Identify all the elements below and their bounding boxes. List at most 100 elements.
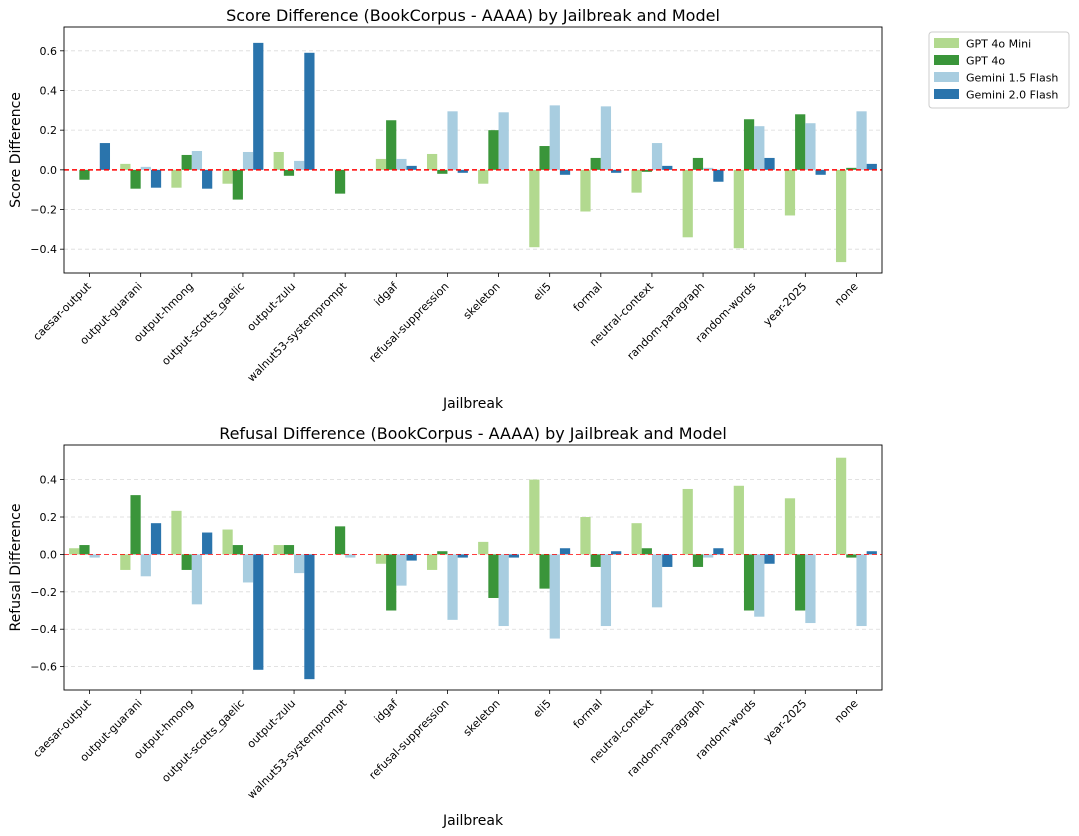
bar-gemini-1-5-flash-idgaf bbox=[396, 554, 407, 586]
x-tick-label: eli5 bbox=[531, 280, 554, 303]
y-tick-label: −0.2 bbox=[30, 204, 57, 217]
x-tick-label: walnut53-systemprompt bbox=[245, 279, 350, 384]
bar-gpt-4o-walnut53-systemprompt bbox=[334, 526, 346, 555]
bar-gpt-4o-output-guarani bbox=[130, 495, 141, 555]
bar-gpt-4o-random-words bbox=[743, 554, 755, 611]
y-axis-label: Refusal Difference bbox=[8, 504, 24, 632]
bar-gpt-4o-output-scotts-gaelic bbox=[232, 545, 243, 555]
x-tick-label: skeleton bbox=[461, 697, 503, 739]
bar-gpt-4o-idgaf bbox=[386, 120, 397, 170]
x-tick-label: skeleton bbox=[461, 280, 503, 322]
x-tick-label: walnut53-systemprompt bbox=[245, 696, 350, 801]
bar-gemini-2-0-flash-random-words bbox=[764, 157, 775, 170]
y-tick-label: 0.4 bbox=[40, 84, 58, 97]
y-axis-label: Score Difference bbox=[8, 92, 24, 208]
legend-swatch-gemini-1-5-flash bbox=[934, 72, 959, 82]
y-tick-label: 0.0 bbox=[40, 548, 58, 561]
bar-gpt-4o-mini-output-guarani bbox=[120, 554, 131, 570]
y-tick-label: 0.0 bbox=[40, 164, 58, 177]
bar-gemini-1-5-flash-year-2025 bbox=[805, 554, 816, 624]
bar-gpt-4o-random-paragraph bbox=[692, 157, 704, 170]
x-axis-label: Jailbreak bbox=[442, 813, 504, 829]
legend-label-gpt-4o: GPT 4o bbox=[966, 55, 1005, 68]
bar-gpt-4o-output-zulu bbox=[283, 169, 295, 176]
bar-gemini-2-0-flash-eli5 bbox=[559, 548, 571, 555]
bar-gemini-1-5-flash-formal bbox=[600, 554, 612, 627]
bar-gpt-4o-mini-output-scotts-gaelic bbox=[222, 529, 233, 555]
bar-gpt-4o-eli5 bbox=[539, 554, 550, 589]
bar-gemini-1-5-flash-output-zulu bbox=[294, 160, 305, 170]
bar-gemini-1-5-flash-random-paragraph bbox=[703, 554, 714, 558]
bar-gemini-2-0-flash-output-hmong bbox=[202, 532, 213, 555]
x-tick-label: output-zulu bbox=[244, 697, 298, 751]
y-tick-label: −0.6 bbox=[30, 661, 57, 674]
bar-gemini-2-0-flash-random-paragraph bbox=[713, 548, 724, 555]
bar-gpt-4o-neutral-context bbox=[641, 548, 652, 555]
bar-gemini-1-5-flash-skeleton bbox=[498, 112, 509, 170]
bar-gpt-4o-random-paragraph bbox=[692, 554, 704, 567]
bar-gpt-4o-mini-random-paragraph bbox=[682, 488, 693, 555]
bar-gpt-4o-output-hmong bbox=[181, 554, 192, 570]
bar-gemini-1-5-flash-refusal-suppression bbox=[447, 554, 458, 620]
x-tick-label: none bbox=[832, 697, 861, 726]
bar-gemini-2-0-flash-random-words bbox=[764, 554, 775, 564]
x-axis-label: Jailbreak bbox=[442, 396, 504, 412]
y-tick-label: −0.2 bbox=[30, 586, 57, 599]
y-tick-label: 0.2 bbox=[40, 511, 58, 524]
bar-gpt-4o-mini-output-zulu bbox=[273, 151, 284, 170]
chart-title: Refusal Difference (BookCorpus - AAAA) b… bbox=[219, 424, 727, 443]
bar-gemini-2-0-flash-output-guarani bbox=[150, 523, 162, 555]
bar-gpt-4o-mini-caesar-output bbox=[69, 548, 80, 555]
bar-gpt-4o-mini-random-words bbox=[733, 485, 744, 555]
bar-gpt-4o-mini-refusal-suppression bbox=[426, 554, 438, 570]
bar-gpt-4o-mini-refusal-suppression bbox=[426, 153, 438, 170]
legend-swatch-gemini-2-0-flash bbox=[934, 89, 959, 99]
refusal-difference-chart: −0.6−0.4−0.20.00.20.4caesar-outputoutput… bbox=[8, 424, 883, 829]
legend-label-gemini-1-5-flash: Gemini 1.5 Flash bbox=[966, 72, 1058, 85]
bar-gpt-4o-none bbox=[846, 167, 857, 170]
bar-gpt-4o-caesar-output bbox=[79, 545, 90, 555]
bar-gpt-4o-skeleton bbox=[488, 130, 499, 170]
bar-gemini-1-5-flash-refusal-suppression bbox=[447, 111, 458, 170]
bar-gemini-1-5-flash-skeleton bbox=[498, 554, 509, 627]
bar-gemini-2-0-flash-output-scotts-gaelic bbox=[253, 554, 264, 670]
x-tick-label: year-2025 bbox=[761, 697, 810, 746]
bar-gemini-2-0-flash-refusal-suppression bbox=[457, 169, 468, 173]
bar-gpt-4o-mini-skeleton bbox=[478, 169, 489, 184]
bar-gpt-4o-mini-formal bbox=[580, 517, 591, 555]
bar-gpt-4o-random-words bbox=[743, 119, 755, 170]
x-tick-label: output-zulu bbox=[244, 280, 298, 334]
bar-gpt-4o-walnut53-systemprompt bbox=[334, 169, 346, 194]
bar-gemini-2-0-flash-refusal-suppression bbox=[457, 554, 468, 558]
bar-gpt-4o-formal bbox=[590, 554, 601, 567]
bar-gpt-4o-mini-none bbox=[835, 169, 847, 263]
bar-gemini-1-5-flash-output-hmong bbox=[191, 150, 203, 170]
bar-gemini-2-0-flash-neutral-context bbox=[662, 165, 673, 170]
bar-gemini-2-0-flash-random-paragraph bbox=[713, 169, 724, 182]
bar-gemini-2-0-flash-formal bbox=[611, 551, 622, 555]
bar-gemini-2-0-flash-caesar-output bbox=[99, 143, 111, 170]
bar-gpt-4o-mini-eli5 bbox=[529, 479, 540, 555]
bar-gemini-1-5-flash-idgaf bbox=[396, 158, 407, 170]
bar-gpt-4o-formal bbox=[590, 157, 601, 170]
bar-gpt-4o-mini-year-2025 bbox=[784, 498, 796, 555]
bar-gpt-4o-skeleton bbox=[488, 554, 499, 598]
bar-gpt-4o-refusal-suppression bbox=[437, 169, 448, 174]
bar-gpt-4o-mini-idgaf bbox=[375, 158, 387, 170]
bar-gpt-4o-mini-eli5 bbox=[529, 169, 540, 248]
bar-gemini-1-5-flash-walnut53-systemprompt bbox=[345, 554, 356, 558]
bar-gemini-1-5-flash-none bbox=[856, 554, 867, 627]
y-tick-label: 0.2 bbox=[40, 124, 58, 137]
bar-gemini-1-5-flash-random-words bbox=[754, 554, 765, 617]
bar-gemini-2-0-flash-idgaf bbox=[406, 554, 417, 561]
bar-gemini-1-5-flash-formal bbox=[600, 106, 612, 170]
bar-gemini-1-5-flash-caesar-output bbox=[89, 554, 100, 558]
bar-gemini-2-0-flash-neutral-context bbox=[662, 554, 673, 567]
score-difference-chart: −0.4−0.20.00.20.40.6caesar-outputoutput-… bbox=[8, 6, 883, 412]
bar-gemini-1-5-flash-output-scotts-gaelic bbox=[242, 554, 254, 583]
bar-gemini-1-5-flash-eli5 bbox=[549, 105, 560, 170]
bar-gemini-1-5-flash-year-2025 bbox=[805, 123, 816, 170]
bar-gemini-2-0-flash-year-2025 bbox=[815, 169, 826, 175]
x-tick-label: none bbox=[832, 280, 861, 309]
